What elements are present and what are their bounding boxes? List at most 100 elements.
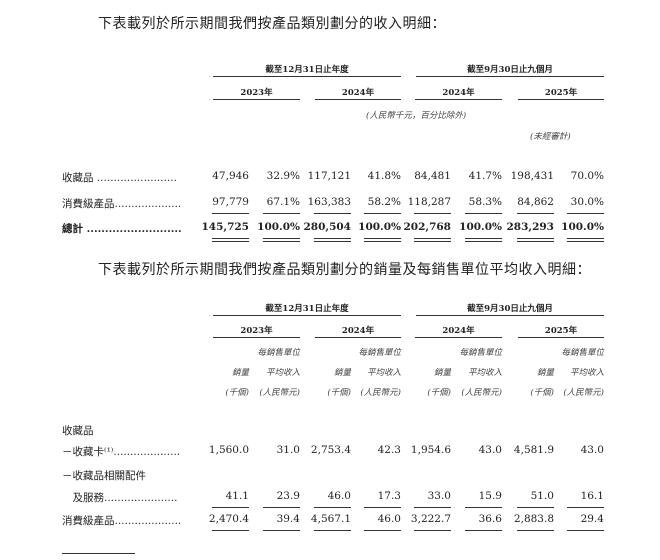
column-header: 每銷售單位	[459, 348, 502, 358]
cell-underline	[567, 213, 604, 214]
table-cell: 100.0%	[561, 221, 604, 233]
column-header: (人民幣元)	[563, 388, 604, 398]
table-cell: 4,567.1	[310, 513, 351, 525]
column-header: (千個)	[225, 388, 249, 398]
column-header: 銷量	[433, 368, 451, 378]
cell-underline	[263, 507, 300, 508]
column-header: 銷量	[231, 368, 249, 378]
table-cell: 42.3	[377, 444, 401, 456]
table-cell: 202,768	[403, 221, 452, 233]
group-header-rule	[416, 76, 604, 77]
table-cell: 16.1	[580, 490, 604, 502]
column-header: (千個)	[530, 388, 554, 398]
table-cell: 100.0%	[358, 221, 401, 233]
column-header: 每銷售單位	[358, 348, 401, 358]
table-cell: 41.1	[225, 490, 249, 502]
table-cell: 2,753.4	[310, 444, 351, 456]
cell-underline	[314, 213, 351, 214]
table-cell: 3,222.7	[410, 513, 451, 525]
audit-note: (未經審計)	[530, 132, 571, 142]
table-cell: 145,725	[201, 221, 250, 233]
cell-underline	[465, 213, 502, 214]
table-cell: 70.0%	[570, 170, 604, 182]
year-header-rule	[315, 337, 401, 338]
column-header: 平均收入	[265, 368, 300, 378]
cell-double-underline	[465, 238, 502, 239]
table-cell: 41.8%	[367, 170, 401, 182]
table-cell: 97,779	[212, 196, 249, 208]
table-cell: 2,470.4	[208, 513, 249, 525]
year-header-rule	[315, 99, 401, 100]
year-header-rule	[415, 337, 502, 338]
cell-double-underline	[567, 238, 604, 239]
cell-underline	[517, 507, 554, 508]
cell-underline	[414, 530, 451, 531]
year-header-rule	[213, 337, 300, 338]
table-cell: 51.0	[530, 490, 554, 502]
cell-double-underline	[314, 241, 351, 242]
table-cell: 118,287	[407, 196, 451, 208]
cell-underline	[567, 507, 604, 508]
table-cell: 84,481	[414, 170, 451, 182]
cell-underline	[364, 213, 401, 214]
group-header-rule	[213, 315, 401, 316]
table-cell: 43.0	[478, 444, 502, 456]
year-header: 2025年	[544, 88, 578, 98]
section-label: 收藏品	[62, 425, 94, 437]
table-cell: 41.7%	[468, 170, 502, 182]
column-header: 平均收入	[366, 368, 401, 378]
row-label: 及服務......................	[62, 492, 178, 504]
cell-double-underline	[263, 238, 300, 239]
cell-underline	[517, 213, 554, 214]
cell-double-underline	[364, 241, 401, 242]
row-label: 總計 ..........................	[62, 223, 182, 235]
table-cell: 33.0	[427, 490, 451, 502]
column-header: (千個)	[327, 388, 351, 398]
table-cell: 30.0%	[570, 196, 604, 208]
group-header-rule	[213, 76, 401, 77]
column-header: 平均收入	[467, 368, 502, 378]
table-cell: 198,431	[510, 170, 554, 182]
cell-double-underline	[414, 241, 451, 242]
cell-double-underline	[364, 238, 401, 239]
year-header: 2024年	[442, 326, 475, 336]
table-cell: 58.3%	[468, 196, 502, 208]
table-cell: 46.0	[327, 490, 351, 502]
cell-underline	[212, 213, 249, 214]
table-cell: 39.4	[276, 513, 300, 525]
year-header: 2025年	[544, 326, 578, 336]
column-header: 平均收入	[569, 368, 604, 378]
cell-underline	[517, 530, 554, 531]
cell-double-underline	[517, 238, 554, 239]
cell-underline	[212, 530, 249, 531]
table-cell: 29.4	[580, 513, 604, 525]
column-header: 銷量	[536, 368, 554, 378]
cell-double-underline	[465, 241, 502, 242]
table-cell: 280,504	[303, 221, 352, 233]
year-header-rule	[518, 99, 604, 100]
table-cell: 15.9	[478, 490, 502, 502]
cell-underline	[314, 530, 351, 531]
year-header-rule	[213, 99, 300, 100]
cell-underline	[212, 507, 249, 508]
cell-double-underline	[212, 238, 249, 239]
row-label: －收藏品相關配件	[62, 470, 146, 482]
group-header: 截至9月30日止九個月	[467, 65, 553, 75]
cell-underline	[465, 530, 502, 531]
year-header-rule	[415, 99, 502, 100]
column-header: (千個)	[427, 388, 451, 398]
year-header-rule	[518, 337, 604, 338]
cell-double-underline	[567, 241, 604, 242]
column-header: (人民幣元)	[360, 388, 401, 398]
table-cell: 46.0	[377, 513, 401, 525]
cell-underline	[364, 530, 401, 531]
table-cell: 2,883.8	[513, 513, 554, 525]
table-cell: 84,862	[517, 196, 554, 208]
table-cell: 47,946	[212, 170, 249, 182]
table-cell: 117,121	[307, 170, 351, 182]
year-header: 2024年	[341, 88, 375, 98]
column-header: (人民幣元)	[259, 388, 300, 398]
group-header: 截至12月31日止年度	[265, 65, 349, 75]
table-cell: 67.1%	[266, 196, 300, 208]
column-header: (人民幣元)	[461, 388, 502, 398]
